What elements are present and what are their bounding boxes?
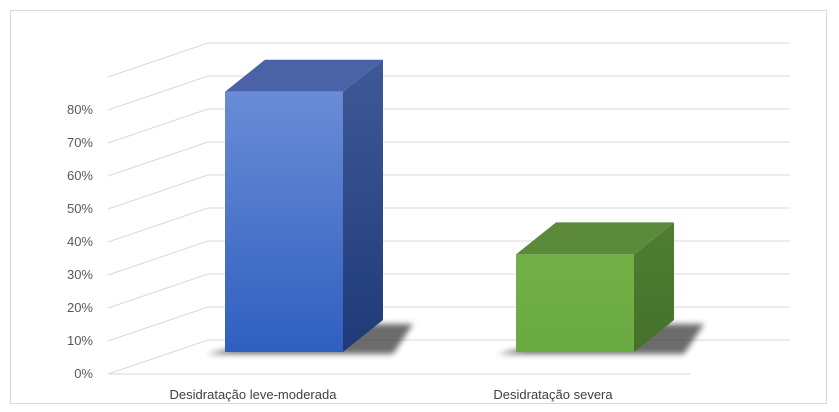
y-tick-label: 50% bbox=[67, 201, 93, 216]
gridline-diagonal bbox=[107, 207, 209, 243]
gridline-diagonal bbox=[107, 273, 209, 309]
gridline-diagonal bbox=[107, 240, 209, 276]
gridline-diagonal bbox=[107, 339, 209, 375]
gridline-diagonal bbox=[107, 75, 209, 111]
y-tick-label: 30% bbox=[67, 267, 93, 282]
bar-side-face bbox=[343, 59, 383, 353]
bar-front-face bbox=[225, 91, 343, 353]
x-category-label: Desidratação leve-moderada bbox=[170, 387, 338, 402]
gridline-diagonal bbox=[107, 141, 209, 177]
y-tick-label: 80% bbox=[67, 102, 93, 117]
bar-top-face bbox=[516, 222, 674, 255]
bar-severa bbox=[498, 222, 704, 354]
gridline-diagonal bbox=[107, 42, 209, 78]
x-axis-category-labels: Desidratação leve-moderada Desidratação s… bbox=[170, 387, 614, 402]
y-tick-label: 40% bbox=[67, 234, 93, 249]
y-axis-tick-labels: 0% 10% 20% 30% 40% 50% 60% 70% 80% bbox=[67, 102, 93, 381]
y-tick-label: 70% bbox=[67, 135, 93, 150]
gridline-diagonal bbox=[107, 108, 209, 144]
bar-front-face bbox=[516, 254, 634, 352]
bar-side-face bbox=[634, 222, 674, 352]
y-tick-label: 10% bbox=[67, 333, 93, 348]
bar-leve-moderada bbox=[207, 59, 413, 354]
y-tick-label: 20% bbox=[67, 300, 93, 315]
gridline-diagonal bbox=[107, 174, 209, 210]
x-category-label: Desidratação severa bbox=[493, 387, 613, 402]
bar-top-face bbox=[225, 59, 383, 92]
y-tick-label: 60% bbox=[67, 168, 93, 183]
y-tick-label: 0% bbox=[74, 366, 93, 381]
bars bbox=[207, 59, 704, 354]
gridline-diagonal bbox=[107, 306, 209, 342]
